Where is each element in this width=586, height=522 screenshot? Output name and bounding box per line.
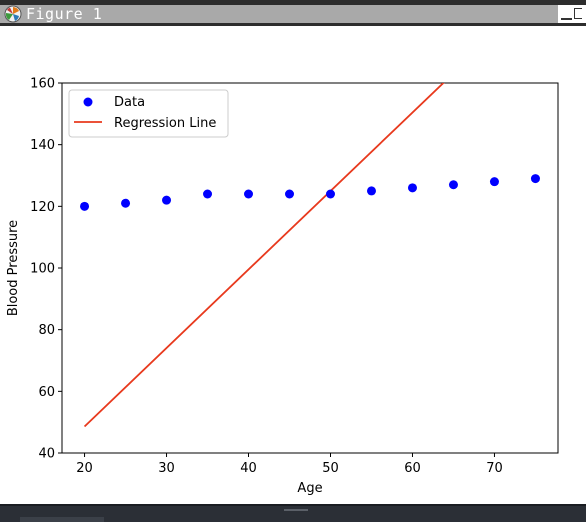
- legend-regression-label: Regression Line: [114, 116, 216, 131]
- y-tick-label: 80: [38, 323, 55, 338]
- data-point: [203, 189, 213, 199]
- x-tick-label: 20: [76, 461, 93, 476]
- x-tick-label: 40: [240, 461, 257, 476]
- bottom-divider: [0, 504, 586, 506]
- data-point: [162, 195, 172, 205]
- chart-legend: Data Regression Line: [68, 89, 229, 138]
- data-point: [530, 174, 540, 184]
- y-tick-label: 160: [30, 77, 55, 92]
- data-point: [489, 177, 499, 187]
- window-titlebar: Figure 1: [0, 0, 586, 26]
- resize-handle[interactable]: [284, 509, 308, 511]
- window-bottom-bar: [0, 504, 586, 522]
- y-tick-label: 60: [38, 385, 55, 400]
- data-point: [244, 189, 254, 199]
- titlebar-strip: [0, 5, 586, 23]
- bottom-tab: [20, 517, 104, 522]
- plot-area: [61, 82, 559, 454]
- x-tick-label: 70: [486, 461, 503, 476]
- data-point: [121, 198, 131, 208]
- window-controls: [558, 5, 586, 23]
- legend-data-label: Data: [114, 95, 145, 110]
- y-tick-label: 140: [30, 138, 55, 153]
- scatter-chart: 20 30 40 50 60 70 40 60 80 100 120 140 160 Age Bloo…: [6, 77, 559, 496]
- x-tick-label: 60: [404, 461, 421, 476]
- y-tick-label: 100: [30, 262, 55, 277]
- x-tick-label: 50: [322, 461, 339, 476]
- matplotlib-logo-icon: [4, 5, 22, 23]
- window-title: Figure 1: [26, 5, 103, 23]
- figure-canvas: 20 30 40 50 60 70 40 60 80 100 120 140 160 Age Bloo…: [0, 26, 586, 504]
- regression-line: [83, 83, 445, 428]
- data-point: [80, 201, 90, 211]
- legend-box: [68, 89, 229, 138]
- minimize-button[interactable]: [561, 18, 572, 20]
- maximize-button[interactable]: [574, 8, 582, 19]
- x-tick-label: 30: [158, 461, 175, 476]
- x-axis-label: Age: [297, 481, 322, 496]
- data-point: [448, 180, 458, 190]
- y-tick-label: 40: [38, 447, 55, 462]
- y-axis-label: Blood Pressure: [6, 220, 21, 316]
- y-tick-label: 120: [30, 200, 55, 215]
- data-point: [325, 189, 335, 199]
- data-point: [407, 183, 417, 193]
- data-point: [285, 189, 295, 199]
- legend-data-marker: [83, 97, 93, 107]
- data-point: [366, 186, 376, 196]
